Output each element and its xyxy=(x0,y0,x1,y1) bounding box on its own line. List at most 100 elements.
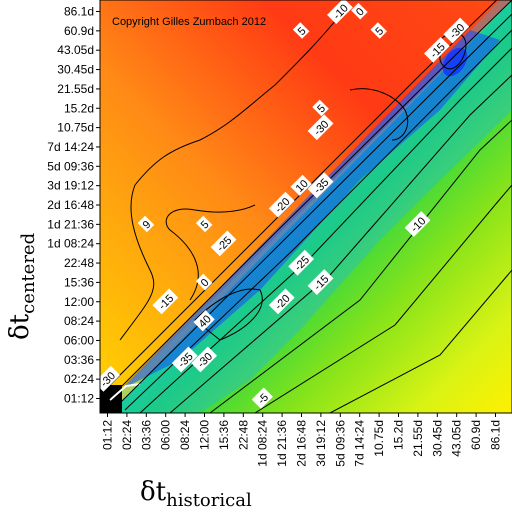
y-axis-title: δtcentered xyxy=(5,233,39,340)
contour-line xyxy=(329,269,512,413)
contour-line xyxy=(194,288,263,341)
contour-label-bg xyxy=(195,273,213,291)
contour-label-bg xyxy=(307,114,334,141)
y-tick-label: 43.05d xyxy=(57,43,94,57)
contour-label: 5 xyxy=(370,22,388,39)
y-tick-label: 1d 21:36 xyxy=(47,217,94,231)
x-axis-symbol: δt xyxy=(140,477,167,507)
x-tick-label: 2d 16:48 xyxy=(295,420,309,467)
x-tick-label: 30.45d xyxy=(430,420,444,457)
contour-label-bg xyxy=(424,36,450,63)
contour-line xyxy=(254,184,512,413)
contour-label: -5 xyxy=(251,387,273,409)
x-tick-label: 7d 14:24 xyxy=(353,420,367,467)
contour-label: 9 xyxy=(137,215,155,233)
svg-text:δthistorical: δthistorical xyxy=(140,477,252,511)
svg-text:δtcentered: δtcentered xyxy=(5,233,39,340)
contour-label-bg xyxy=(171,346,198,373)
contour-label-bg xyxy=(290,174,312,196)
x-tick-label: 1d 21:36 xyxy=(275,420,289,467)
x-tick-label: 3d 19:12 xyxy=(314,420,328,467)
contour-label-bg xyxy=(404,211,431,237)
contour-label-bg xyxy=(268,288,295,315)
x-tick-label: 08:24 xyxy=(178,420,192,450)
contour-label-bg xyxy=(351,2,368,20)
contour-label-bg xyxy=(312,99,329,117)
contour-label-bg xyxy=(292,22,310,39)
contour-label: 0 xyxy=(351,2,368,20)
x-tick-label: 21.55d xyxy=(411,420,425,457)
contour-label: 5 xyxy=(292,22,310,39)
contour-label-bg xyxy=(268,191,295,218)
x-tick-label: 22:48 xyxy=(236,420,250,450)
y-axis-subscript: centered xyxy=(18,233,39,314)
contour-label-bg xyxy=(288,249,315,276)
x-axis-ticks: 01:12 02:24 03:36 06:00 08:24 12:00 15:36 22:48… xyxy=(101,413,503,467)
y-tick-label: 15:36 xyxy=(64,275,94,289)
y-tick-label: 22:48 xyxy=(64,256,94,270)
x-tick-label: 01:12 xyxy=(101,420,115,450)
contour-label-bg xyxy=(307,172,334,199)
y-tick-label: 60.9d xyxy=(64,24,94,38)
contour-line xyxy=(119,0,346,341)
contour-label-bg xyxy=(370,22,388,39)
contour-label: 5 xyxy=(312,99,329,117)
heatmap-field xyxy=(100,0,512,413)
y-tick-label: 15.2d xyxy=(64,101,94,115)
field-corner-line xyxy=(109,383,141,401)
y-axis-ticks: 86.1d 60.9d 43.05d 30.45d 21.55d 15.2d 10.75d 7… xyxy=(47,5,100,406)
y-tick-label: 30.45d xyxy=(57,63,94,77)
contour-line xyxy=(107,0,512,401)
y-tick-label: 7d 14:24 xyxy=(47,140,94,154)
y-tick-label: 10.75d xyxy=(57,121,94,135)
x-tick-label: 15.2d xyxy=(392,420,406,450)
x-tick-label: 12:00 xyxy=(198,420,212,450)
y-tick-label: 86.1d xyxy=(64,5,94,19)
contour-line xyxy=(349,88,409,141)
contour-label-bg xyxy=(193,310,215,332)
x-axis-title: δthistorical xyxy=(140,477,252,511)
y-tick-label: 3d 19:12 xyxy=(47,179,94,193)
x-tick-label: 86.1d xyxy=(489,420,503,450)
contour-line xyxy=(165,204,256,301)
y-tick-label: 5d 09:36 xyxy=(47,159,94,173)
x-tick-label: 60.9d xyxy=(469,420,483,450)
x-tick-label: 02:24 xyxy=(120,420,134,450)
contour-label-bg xyxy=(443,17,470,44)
x-tick-label: 10.75d xyxy=(372,420,386,457)
contour-line xyxy=(139,47,512,413)
copyright-notice: Copyright Gilles Zumbach 2012 xyxy=(112,16,266,28)
contour-label-bg xyxy=(307,269,334,295)
y-tick-label: 2d 16:48 xyxy=(47,198,94,212)
contour-label-bg xyxy=(191,346,218,373)
contour-label-bg xyxy=(152,288,179,315)
contour-label-bg xyxy=(251,387,273,409)
y-tick-label: 03:36 xyxy=(64,353,94,367)
x-tick-label: 5d 09:36 xyxy=(333,420,347,467)
x-tick-label: 15:36 xyxy=(217,420,231,450)
y-tick-label: 02:24 xyxy=(64,372,94,386)
x-tick-label: 06:00 xyxy=(159,420,173,450)
y-axis-symbol: δt xyxy=(5,313,35,340)
y-tick-label: 08:24 xyxy=(64,314,94,328)
contour-label: 5 xyxy=(195,215,213,233)
contour-line xyxy=(169,74,512,413)
x-axis-subscript: historical xyxy=(166,490,252,511)
contour-label-bg xyxy=(327,0,353,25)
y-tick-label: 1d 08:24 xyxy=(47,237,94,251)
x-tick-label: 1d 08:24 xyxy=(256,420,270,467)
x-tick-label: 43.05d xyxy=(450,420,464,457)
x-tick-label: 03:36 xyxy=(139,420,153,450)
contour-label-bg xyxy=(195,215,213,233)
contour-line xyxy=(124,29,512,411)
y-tick-label: 12:00 xyxy=(64,295,94,309)
contour-label-bg xyxy=(94,365,121,392)
contour-label-bg xyxy=(137,215,155,233)
y-tick-label: 21.55d xyxy=(57,82,94,96)
y-tick-label: 06:00 xyxy=(64,333,94,347)
plot-frame xyxy=(99,0,512,414)
contour-label-bg xyxy=(210,230,237,257)
